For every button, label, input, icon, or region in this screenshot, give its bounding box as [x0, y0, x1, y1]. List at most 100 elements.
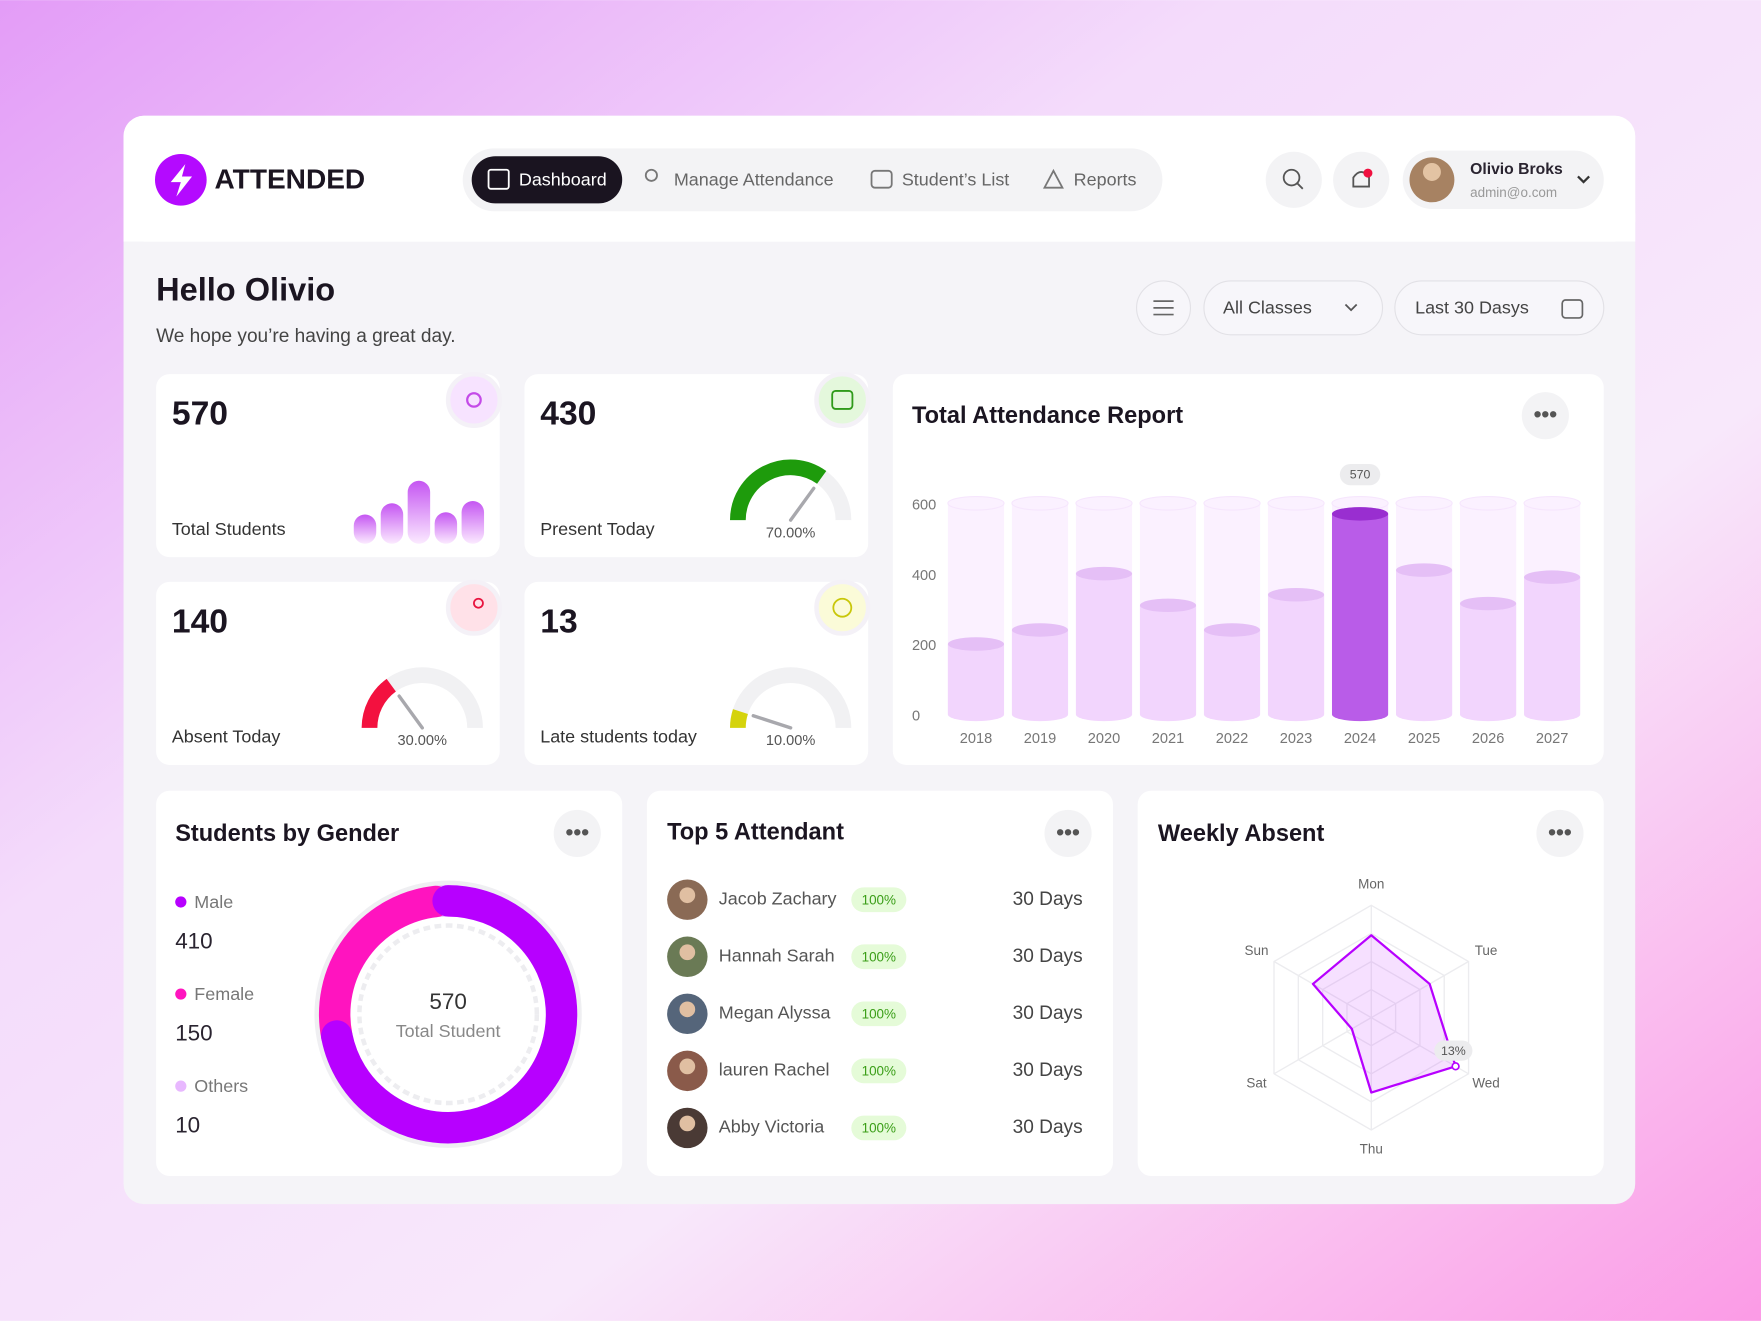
legend-dot: [175, 988, 187, 1000]
nav-item[interactable]: Reports: [1074, 170, 1137, 190]
radar-axis-label: Thu: [1360, 1142, 1383, 1157]
bar-cap-shade: [1524, 570, 1581, 584]
chart-title: Students by Gender: [175, 820, 399, 846]
chevron: [1577, 175, 1590, 184]
x-tick-label: 2027: [1536, 731, 1568, 747]
user-menu[interactable]: [1402, 150, 1604, 210]
more-button[interactable]: [1521, 392, 1569, 440]
bar-track-cap: [1523, 495, 1581, 511]
bar[interactable]: [1524, 577, 1581, 722]
nav-item[interactable]: Manage Attendance: [674, 170, 834, 190]
chevron: [1344, 303, 1358, 312]
legend-dot: [175, 896, 187, 908]
search-icon: [1296, 182, 1304, 190]
nav-item[interactable]: Student’s List: [902, 170, 1009, 190]
bar[interactable]: [1331, 513, 1389, 722]
x-tick-label: 2024: [1344, 731, 1376, 747]
bar-track-cap: [1139, 495, 1197, 511]
x-tick-label: 2021: [1152, 731, 1184, 747]
bar-cap-shade: [1460, 596, 1517, 611]
mini-bar: [434, 512, 458, 544]
bar-cap: [1460, 596, 1517, 611]
greeting-title: Hello Olivio: [156, 272, 335, 308]
bar-track-cap: [1011, 495, 1069, 511]
bar[interactable]: [1139, 605, 1197, 722]
bar[interactable]: [1460, 603, 1517, 722]
notification-button[interactable]: [1333, 151, 1390, 208]
stat-label: Late students today: [540, 727, 697, 747]
legend-value: 410: [175, 928, 212, 953]
gauge-arc: [730, 709, 749, 729]
radar-spoke: [1370, 960, 1469, 1019]
percent-badge-label: 100%: [862, 1007, 896, 1022]
bar[interactable]: [1075, 573, 1133, 722]
list-card: [646, 790, 1113, 1176]
donut-segment[interactable]: [321, 885, 578, 1144]
percent-badge-label: 100%: [862, 949, 896, 964]
nav-icon: [1042, 168, 1064, 189]
gauge-arc: [730, 459, 827, 521]
x-tick-label: 2023: [1280, 731, 1312, 747]
donut-segment[interactable]: [319, 885, 452, 1052]
bar-cap-shade: [1203, 623, 1261, 637]
donut-outline: [314, 880, 582, 1148]
bar-cap-shade: [947, 637, 1005, 651]
nav-active[interactable]: [471, 156, 623, 204]
bar-cap: [1524, 570, 1581, 584]
avatar-face: [679, 1115, 696, 1132]
radar-axis-label: Sun: [1245, 943, 1269, 958]
more-button[interactable]: [1044, 809, 1092, 858]
bar-cap-shade: [1267, 588, 1325, 602]
gauge-label: 30.00%: [398, 733, 448, 749]
y-tick-label: 200: [912, 638, 936, 654]
bar-track-cap: [1395, 495, 1453, 511]
more-icon: •••: [1548, 819, 1572, 844]
stat-value: 430: [540, 396, 596, 433]
bar[interactable]: [1267, 594, 1325, 722]
stat-icon-glyph: [832, 597, 853, 618]
bar-cap-shade: [1011, 623, 1069, 637]
attendant-days: 30 Days: [1013, 946, 1083, 967]
bar-cap: [1011, 623, 1069, 637]
bar-track-cap: [1459, 495, 1517, 511]
bar-cap-shade: [1331, 507, 1389, 521]
stat-icon: [445, 371, 503, 429]
y-tick-label: 0: [912, 709, 920, 725]
bar-cap: [1267, 588, 1325, 602]
date-select[interactable]: [1394, 280, 1605, 336]
x-tick-label: 2020: [1088, 731, 1120, 747]
stat-icon-glyph: [831, 390, 854, 410]
percent-badge: [851, 1001, 907, 1027]
stat-label: Absent Today: [172, 727, 280, 747]
stat-card: [156, 581, 500, 765]
more-button[interactable]: [1536, 809, 1584, 858]
x-tick-label: 2018: [960, 731, 992, 747]
bar[interactable]: [1203, 629, 1261, 722]
bar[interactable]: [1011, 629, 1069, 722]
greeting-subtitle: We hope you’re having a great day.: [156, 326, 455, 347]
search-button[interactable]: [1265, 151, 1322, 208]
bar-cap: [947, 637, 1005, 651]
legend-label: Female: [194, 984, 254, 1004]
gauge-needle: [397, 694, 424, 730]
bar[interactable]: [1395, 570, 1453, 722]
radar-point: [1451, 1062, 1460, 1071]
nav-item[interactable]: Dashboard: [519, 170, 607, 190]
bar-track-cap: [947, 495, 1005, 511]
bar[interactable]: [947, 644, 1005, 722]
radar-spoke: [1273, 960, 1372, 1019]
percent-badge: [851, 944, 907, 970]
more-button[interactable]: [553, 809, 601, 858]
class-select[interactable]: [1203, 280, 1384, 336]
stat-card: [524, 374, 869, 558]
bar-cap: [1139, 598, 1197, 613]
radar-axis-label: Wed: [1472, 1075, 1499, 1090]
percent-badge: [851, 887, 907, 913]
stat-icon: [445, 579, 503, 636]
percent-badge: [851, 1115, 907, 1141]
nav-icon: [487, 168, 510, 190]
mini-bar: [353, 514, 377, 544]
attendant-name: Abby Victoria: [719, 1117, 824, 1137]
bar-cap-shade: [1075, 566, 1133, 581]
radar-axis-label: Tue: [1475, 943, 1498, 958]
